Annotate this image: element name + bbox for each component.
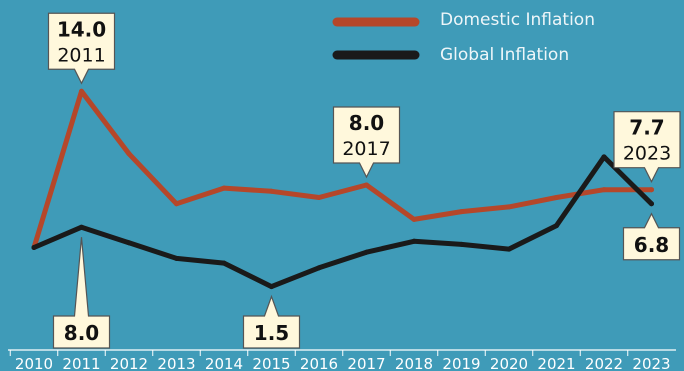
data-point xyxy=(364,249,369,255)
callout-year: 2011 xyxy=(57,44,105,66)
callout-box xyxy=(47,12,116,85)
callout-box xyxy=(613,111,681,184)
callout-box xyxy=(242,294,301,349)
x-tick-label: 2017 xyxy=(347,355,385,371)
data-point xyxy=(601,154,607,160)
callout-value: 7.7 xyxy=(629,116,664,140)
callout-value: 8.0 xyxy=(349,111,384,135)
legend-label-domestic: Domestic Inflation xyxy=(440,10,595,30)
callout-value: 14.0 xyxy=(57,17,106,41)
data-point xyxy=(79,88,84,94)
x-tick-label: 2021 xyxy=(537,355,575,371)
x-tick-label: 2019 xyxy=(442,355,480,371)
data-point xyxy=(126,151,132,157)
x-tick-label: 2023 xyxy=(632,355,670,371)
data-point xyxy=(174,255,179,261)
data-point xyxy=(316,195,322,200)
callout-box xyxy=(52,237,111,349)
x-tick-label: 2013 xyxy=(157,355,195,371)
data-point xyxy=(364,182,369,188)
callout-domestic-2023: 7.7 2023 xyxy=(613,111,681,184)
callout-value: 8.0 xyxy=(64,321,99,345)
callout-value: 6.8 xyxy=(634,233,669,257)
callout-global-2023: 6.8 xyxy=(622,212,681,261)
data-point xyxy=(269,188,274,194)
data-point xyxy=(316,265,322,271)
data-point xyxy=(79,224,84,230)
callout-box xyxy=(332,106,401,179)
callout-domestic-2017: 8.0 2017 xyxy=(332,106,401,179)
data-point xyxy=(506,204,512,210)
callout-domestic-2011: 14.0 2011 xyxy=(47,12,116,85)
data-point xyxy=(554,223,559,229)
data-point xyxy=(601,187,607,193)
x-tick-label: 2015 xyxy=(252,355,290,371)
data-point xyxy=(554,195,559,200)
callout-global-2011: 8.0 xyxy=(52,237,111,349)
x-tick-label: 2011 xyxy=(62,355,100,371)
legend: Domestic Inflation Global Inflation xyxy=(332,10,595,65)
callout-year: 2023 xyxy=(623,143,671,165)
data-point xyxy=(649,201,654,207)
data-point xyxy=(221,185,227,191)
x-tick-label: 2020 xyxy=(490,355,528,371)
x-tick-label: 2022 xyxy=(585,355,623,371)
data-point xyxy=(126,240,132,246)
data-point xyxy=(459,241,464,247)
x-tick-label: 2014 xyxy=(205,355,243,371)
callout-global-2015: 1.5 xyxy=(242,294,301,349)
data-point xyxy=(411,216,417,222)
x-tick-label: 2018 xyxy=(395,355,433,371)
callout-box xyxy=(622,212,681,261)
callout-year: 2017 xyxy=(342,138,390,160)
x-tick-label: 2010 xyxy=(15,355,53,371)
data-point xyxy=(174,201,179,207)
data-point xyxy=(221,260,227,266)
series-line-global xyxy=(31,154,654,290)
data-point xyxy=(649,187,654,193)
data-point xyxy=(506,246,512,252)
data-point xyxy=(269,284,274,290)
data-point xyxy=(31,245,37,250)
data-point xyxy=(411,238,417,244)
x-tick-label: 2012 xyxy=(110,355,148,371)
data-point xyxy=(459,209,464,215)
legend-label-global: Global Inflation xyxy=(440,45,569,65)
series-line-domestic xyxy=(31,88,654,250)
x-tick-label: 2016 xyxy=(300,355,338,371)
callout-value: 1.5 xyxy=(254,321,289,345)
